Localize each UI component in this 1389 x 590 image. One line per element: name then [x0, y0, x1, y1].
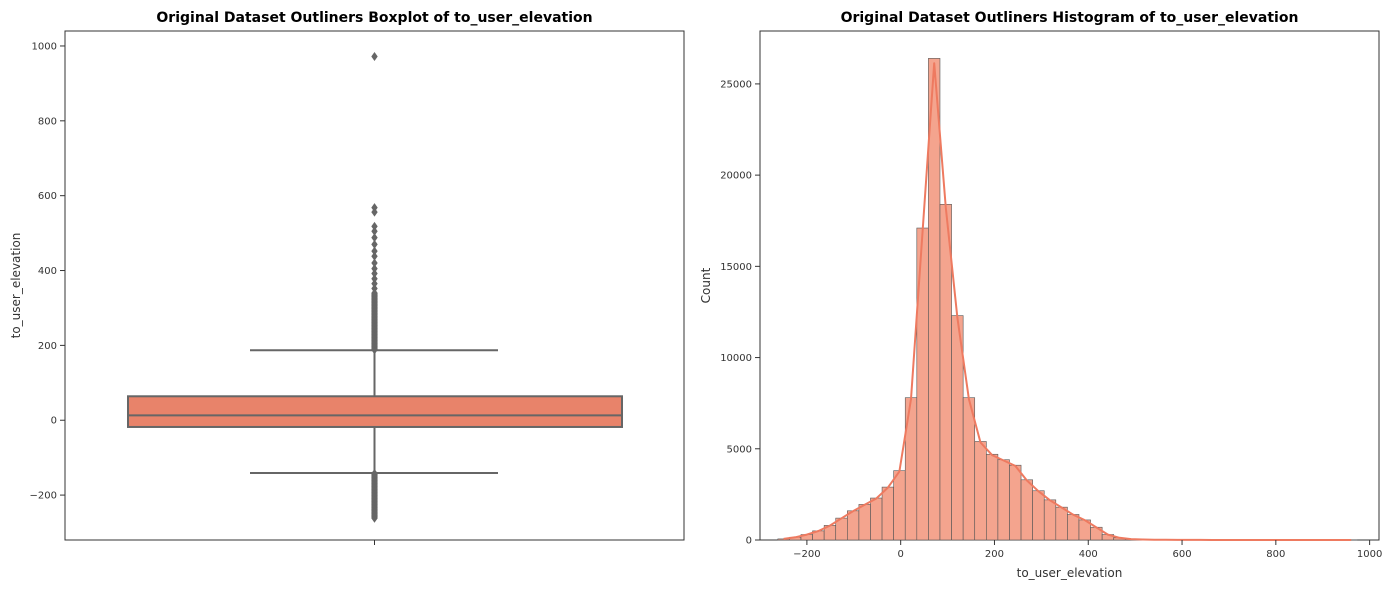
histogram-bar: [974, 441, 987, 541]
boxplot-ytick-label: −200: [30, 491, 57, 502]
boxplot-yticks: −200 0 200 400 600 800 1000: [30, 41, 65, 502]
histogram-xlabel: to_user_elevation: [1017, 566, 1123, 580]
histogram-kde: [783, 62, 1352, 541]
histogram-ytick-label: 0: [746, 536, 752, 547]
boxplot-box-group: [127, 349, 623, 475]
boxplot-ytick-label: 400: [38, 266, 57, 277]
histogram-bar: [986, 453, 999, 541]
boxplot-outlier: [371, 264, 378, 274]
histogram-xtick-label: 800: [1266, 549, 1285, 560]
histogram-ytick-label: 10000: [720, 353, 752, 364]
boxplot-ytick-label: 800: [38, 116, 57, 127]
boxplot-outlier: [371, 233, 378, 243]
histogram-xtick-label: −200: [793, 549, 820, 560]
histogram-xtick-label: 400: [1079, 549, 1098, 560]
histogram-xtick-label: 200: [985, 549, 1004, 560]
boxplot-ytick-label: 0: [51, 416, 57, 427]
histogram-ytick-label: 15000: [720, 262, 752, 273]
boxplot-outlier: [371, 226, 378, 236]
histogram-bars: [777, 58, 1358, 541]
boxplot-title: Original Dataset Outliners Boxplot of to…: [156, 10, 592, 26]
histogram-kde-line: [783, 62, 1352, 541]
boxplot-outliers: [371, 51, 378, 523]
boxplot-outlier: [371, 239, 378, 249]
histogram-ytick-label: 20000: [720, 171, 752, 182]
histogram-bar: [870, 497, 883, 541]
histogram-ytick-label: 5000: [727, 444, 752, 455]
histogram-ylabel: Count: [699, 267, 713, 303]
histogram-bar: [1067, 514, 1080, 541]
boxplot-outlier: [371, 269, 378, 279]
histogram-bar: [1020, 479, 1033, 541]
boxplot-outlier: [371, 251, 378, 261]
boxplot-box: [127, 395, 623, 428]
histogram-bar: [1032, 490, 1045, 541]
boxplot-outlier: [371, 221, 378, 231]
histogram-bar: [1009, 464, 1022, 541]
histogram-xtick-label: 1000: [1357, 549, 1382, 560]
boxplot-outlier: [371, 283, 378, 293]
histogram-bar: [858, 504, 871, 541]
histogram-bar: [1055, 506, 1068, 541]
histogram-bar: [962, 397, 976, 541]
boxplot-outlier: [371, 258, 378, 268]
boxplot-outlier: [371, 203, 378, 213]
histogram-bar: [916, 227, 929, 541]
boxplot-ytick-label: 600: [38, 191, 57, 202]
histogram-frame: [759, 30, 1380, 541]
histogram-yticks: 0 5000 10000 15000 20000 25000: [720, 79, 760, 547]
histogram-bar: [997, 459, 1010, 541]
histogram-xtick-label: 600: [1172, 549, 1191, 560]
histogram-xticks: −200 0 200 400 600 800 1000: [793, 540, 1382, 560]
boxplot-ytick-label: 200: [38, 341, 57, 352]
boxplot-outlier: [371, 51, 378, 61]
boxplot-panel: Original Dataset Outliners Boxplot of to…: [9, 10, 685, 545]
boxplot-ylabel: to_user_elevation: [9, 233, 23, 339]
histogram-bar: [847, 510, 860, 541]
histogram-panel: Original Dataset Outliners Histogram of …: [699, 10, 1382, 580]
histogram-bar: [881, 486, 894, 541]
histogram-xtick-label: 0: [897, 549, 903, 560]
boxplot-outlier: [371, 279, 378, 289]
histogram-bar: [1043, 499, 1057, 541]
histogram-title: Original Dataset Outliners Histogram of …: [841, 10, 1299, 26]
boxplot-outlier: [371, 274, 378, 284]
boxplot-ytick-label: 1000: [32, 41, 57, 52]
histogram-ytick-label: 25000: [720, 79, 752, 90]
boxplot-outlier: [371, 246, 378, 256]
histogram-bar: [893, 470, 906, 541]
